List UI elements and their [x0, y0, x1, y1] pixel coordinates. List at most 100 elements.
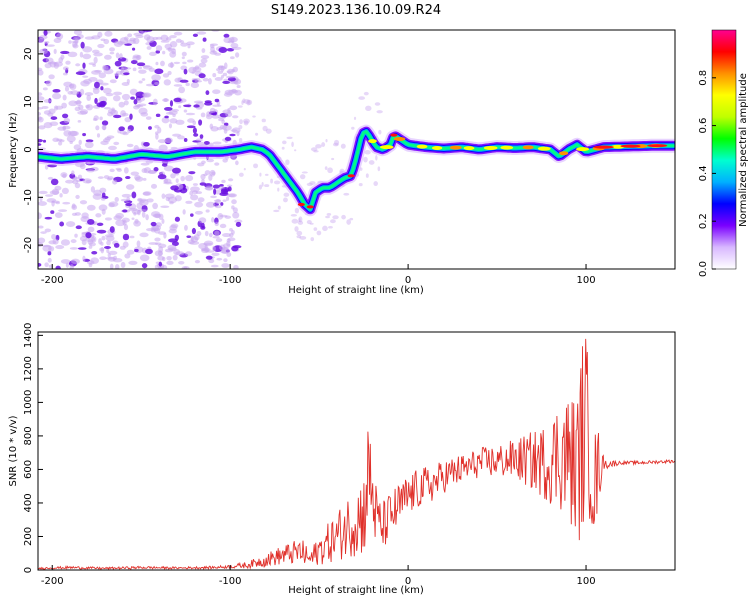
spectrogram-noise-blob — [45, 194, 53, 197]
spectrogram-noise-blob — [63, 95, 67, 101]
spectrogram-noise-blob — [317, 231, 322, 236]
spectrogram-noise-blob — [142, 263, 148, 268]
spectrogram-hot-spot — [450, 146, 462, 150]
spectrogram-noise-blob — [373, 181, 378, 186]
spectrogram-noise-blob — [239, 119, 243, 124]
spectrogram-noise-blob — [328, 226, 333, 229]
spectrogram-noise-blob — [223, 73, 227, 76]
spectrogram-noise-blob — [151, 74, 161, 81]
colorbar-tick-label: 0.4 — [698, 165, 709, 181]
spectrogram-noise-blob — [196, 107, 203, 110]
spectrogram-noise-blob — [155, 133, 159, 139]
spectrogram-noise-blob — [282, 140, 287, 144]
spectrogram-noise-blob — [221, 188, 228, 194]
spectrogram-noise-blob — [68, 100, 77, 106]
spectrogram-noise-blob — [71, 259, 80, 264]
spectrogram-noise-blob — [133, 68, 137, 72]
spectrogram-noise-blob — [81, 42, 85, 49]
spectrogram-noise-blob — [226, 241, 230, 247]
spectrogram-noise-blob — [62, 188, 69, 194]
spectrogram-noise-blob — [86, 95, 91, 101]
spectrogram-noise-blob — [71, 170, 74, 175]
spectrogram-noise-blob — [192, 228, 196, 234]
snr-y-axis-label: SNR (10 * v/v) — [8, 415, 19, 486]
spectrogram-noise-blob — [116, 52, 120, 58]
spectrogram-noise-blob — [185, 83, 189, 87]
spectrogram-noise-blob — [160, 61, 165, 67]
spectrogram-noise-blob — [274, 180, 280, 184]
spectrogram-noise-blob — [175, 251, 184, 255]
spectrogram-noise-blob — [118, 126, 125, 131]
spectrogram-noise-blob — [219, 215, 227, 218]
spectrogram-noise-blob — [215, 205, 222, 208]
spectrogram-noise-blob — [97, 230, 106, 234]
spectrogram-noise-blob — [172, 109, 179, 112]
spectrogram-noise-blob — [211, 265, 219, 268]
spectrogram-noise-blob — [123, 234, 129, 241]
spectrogram-noise-blob — [310, 237, 314, 241]
spectrogram-noise-blob — [113, 95, 121, 101]
spectrogram-noise-blob — [45, 217, 53, 220]
spectrogram-noise-blob — [43, 87, 48, 90]
spectrogram-noise-blob — [375, 102, 381, 106]
spectrogram-noise-blob — [35, 212, 42, 219]
spectrogram-noise-blob — [163, 182, 172, 185]
spectrogram-noise-blob — [201, 160, 206, 164]
spectrogram-noise-blob — [87, 205, 96, 211]
spectrogram-noise-blob — [44, 30, 48, 36]
spectrogram-noise-blob — [46, 58, 54, 63]
spectrogram-noise-blob — [195, 260, 200, 263]
spectrogram-noise-blob — [158, 174, 167, 179]
y-tick-label: 0 — [23, 146, 34, 152]
spectrogram-noise-blob — [170, 185, 179, 190]
spectrogram-noise-blob — [153, 99, 158, 106]
spectrogram-noise-blob — [359, 183, 363, 186]
spectrogram-noise-blob — [74, 234, 78, 238]
spectrogram-noise-blob — [113, 115, 121, 118]
spectrogram-noise-blob — [131, 192, 136, 199]
spectrogram-noise-blob — [154, 69, 163, 75]
spectrogram-noise-blob — [64, 118, 70, 123]
spectrogram-noise-blob — [327, 167, 333, 173]
spectrogram-noise-blob — [106, 240, 111, 245]
spectrogram-noise-blob — [89, 62, 96, 65]
spectrogram-noise-blob — [187, 44, 190, 48]
spectrogram-noise-blob — [127, 33, 132, 37]
spectrogram-noise-blob — [162, 193, 166, 198]
spectrogram-noise-blob — [81, 212, 88, 219]
spectrogram-noise-blob — [100, 247, 104, 253]
spectrogram-noise-blob — [105, 217, 112, 220]
spectrogram-noise-blob — [143, 142, 150, 146]
spectrogram-noise-blob — [103, 88, 112, 94]
spectrogram-noise-blob — [166, 261, 173, 265]
spectrogram-noise-blob — [193, 133, 198, 137]
spectrogram-noise-blob — [104, 107, 111, 110]
spectrogram-noise-blob — [127, 129, 131, 133]
spectrogram-noise-blob — [228, 90, 238, 94]
spectrogram-hot-spot — [464, 146, 475, 150]
spectrogram-noise-blob — [98, 176, 104, 179]
spectrogram-noise-blob — [188, 171, 195, 174]
spectrogram-noise-blob — [110, 52, 115, 54]
spectrogram-noise-blob — [212, 73, 216, 77]
spectrogram-noise-blob — [35, 139, 43, 142]
spectrogram-noise-blob — [124, 167, 129, 174]
spectrogram-noise-blob — [147, 46, 152, 50]
y-tick-label: 0 — [23, 567, 34, 573]
spectrogram-noise-blob — [196, 231, 201, 236]
spectrogram-noise-blob — [228, 193, 237, 197]
colorbar: 0.00.20.40.60.8 Normalized spectral ampl… — [698, 30, 749, 277]
spectrogram-noise-blob — [108, 251, 117, 255]
spectrogram-noise-blob — [112, 180, 117, 185]
spectrogram-noise-blob — [161, 40, 170, 42]
spectrogram-noise-blob — [185, 201, 192, 204]
spectrogram-noise-blob — [341, 215, 346, 220]
spectrogram-noise-blob — [76, 100, 81, 107]
spectrogram-noise-blob — [161, 219, 164, 224]
spectrogram-noise-blob — [75, 195, 79, 199]
spectrogram-noise-blob — [102, 192, 106, 197]
spectrogram-noise-blob — [73, 177, 81, 179]
spectrogram-noise-blob — [82, 133, 86, 136]
spectrogram-noise-blob — [72, 41, 77, 47]
spectrogram-noise-blob — [171, 224, 179, 229]
